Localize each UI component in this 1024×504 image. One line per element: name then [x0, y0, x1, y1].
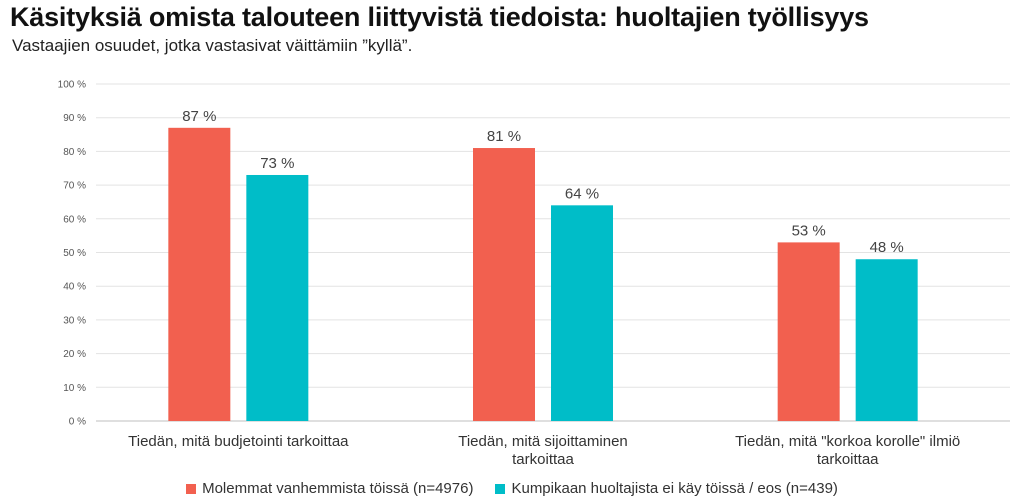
bar — [168, 127, 231, 421]
x-axis: Tiedän, mitä budjetointi tarkoittaa Tiedä… — [128, 433, 960, 468]
legend-label-not-employed: Kumpikaan huoltajista ei käy töissä / eo… — [511, 480, 838, 497]
bar-chart: 0 % 10 % 20 % 30 % 40 % 50 % 60 % 70 % 80 % 90 % 1… — [58, 80, 1010, 468]
category-label: Tiedän, mitä sijoittaminen — [458, 433, 628, 450]
y-tick-label: 20 % — [63, 349, 86, 360]
y-tick-label: 100 % — [58, 80, 86, 91]
data-label: 73 % — [260, 155, 294, 172]
bars — [168, 127, 918, 421]
y-tick-label: 30 % — [63, 315, 86, 326]
category-label: tarkoittaa — [817, 451, 879, 468]
data-label: 53 % — [792, 222, 826, 239]
data-label: 81 % — [487, 128, 521, 145]
y-tick-label: 80 % — [63, 147, 86, 158]
category-label: Tiedän, mitä budjetointi tarkoittaa — [128, 433, 349, 450]
legend: Molemmat vanhemmista töissä (n=4976) Kum… — [0, 480, 1024, 497]
y-tick-label: 60 % — [63, 214, 86, 225]
bar — [551, 205, 613, 421]
data-label: 64 % — [565, 185, 599, 202]
y-axis: 0 % 10 % 20 % 30 % 40 % 50 % 60 % 70 % 80 % 90 % 1… — [58, 80, 86, 428]
legend-swatch-not-employed — [495, 483, 506, 494]
legend-swatch-employed — [186, 483, 197, 494]
bar — [246, 174, 309, 421]
data-label: 48 % — [870, 239, 904, 256]
bar — [855, 259, 918, 421]
data-label: 87 % — [182, 108, 216, 125]
category-label: Tiedän, mitä "korkoa korolle" ilmiö — [735, 433, 960, 450]
legend-label-employed: Molemmat vanhemmista töissä (n=4976) — [202, 480, 474, 497]
bar — [473, 148, 535, 421]
y-tick-label: 90 % — [63, 113, 86, 124]
chart-title: Käsityksiä omista talouteen liittyvistä … — [10, 2, 869, 32]
y-tick-label: 70 % — [63, 181, 86, 192]
chart-subtitle: Vastaajien osuudet, jotka vastasivat väi… — [12, 36, 413, 55]
y-tick-label: 50 % — [63, 248, 86, 259]
y-tick-label: 0 % — [69, 417, 86, 428]
data-labels: 87 % 73 % 81 % 64 % 53 % 48 % — [182, 108, 904, 256]
y-tick-label: 10 % — [63, 383, 86, 394]
y-tick-label: 40 % — [63, 282, 86, 293]
legend-item-employed: Molemmat vanhemmista töissä (n=4976) — [186, 480, 473, 497]
category-label: tarkoittaa — [512, 451, 574, 468]
bar — [777, 242, 840, 421]
legend-item-not-employed: Kumpikaan huoltajista ei käy töissä / eo… — [495, 480, 838, 497]
